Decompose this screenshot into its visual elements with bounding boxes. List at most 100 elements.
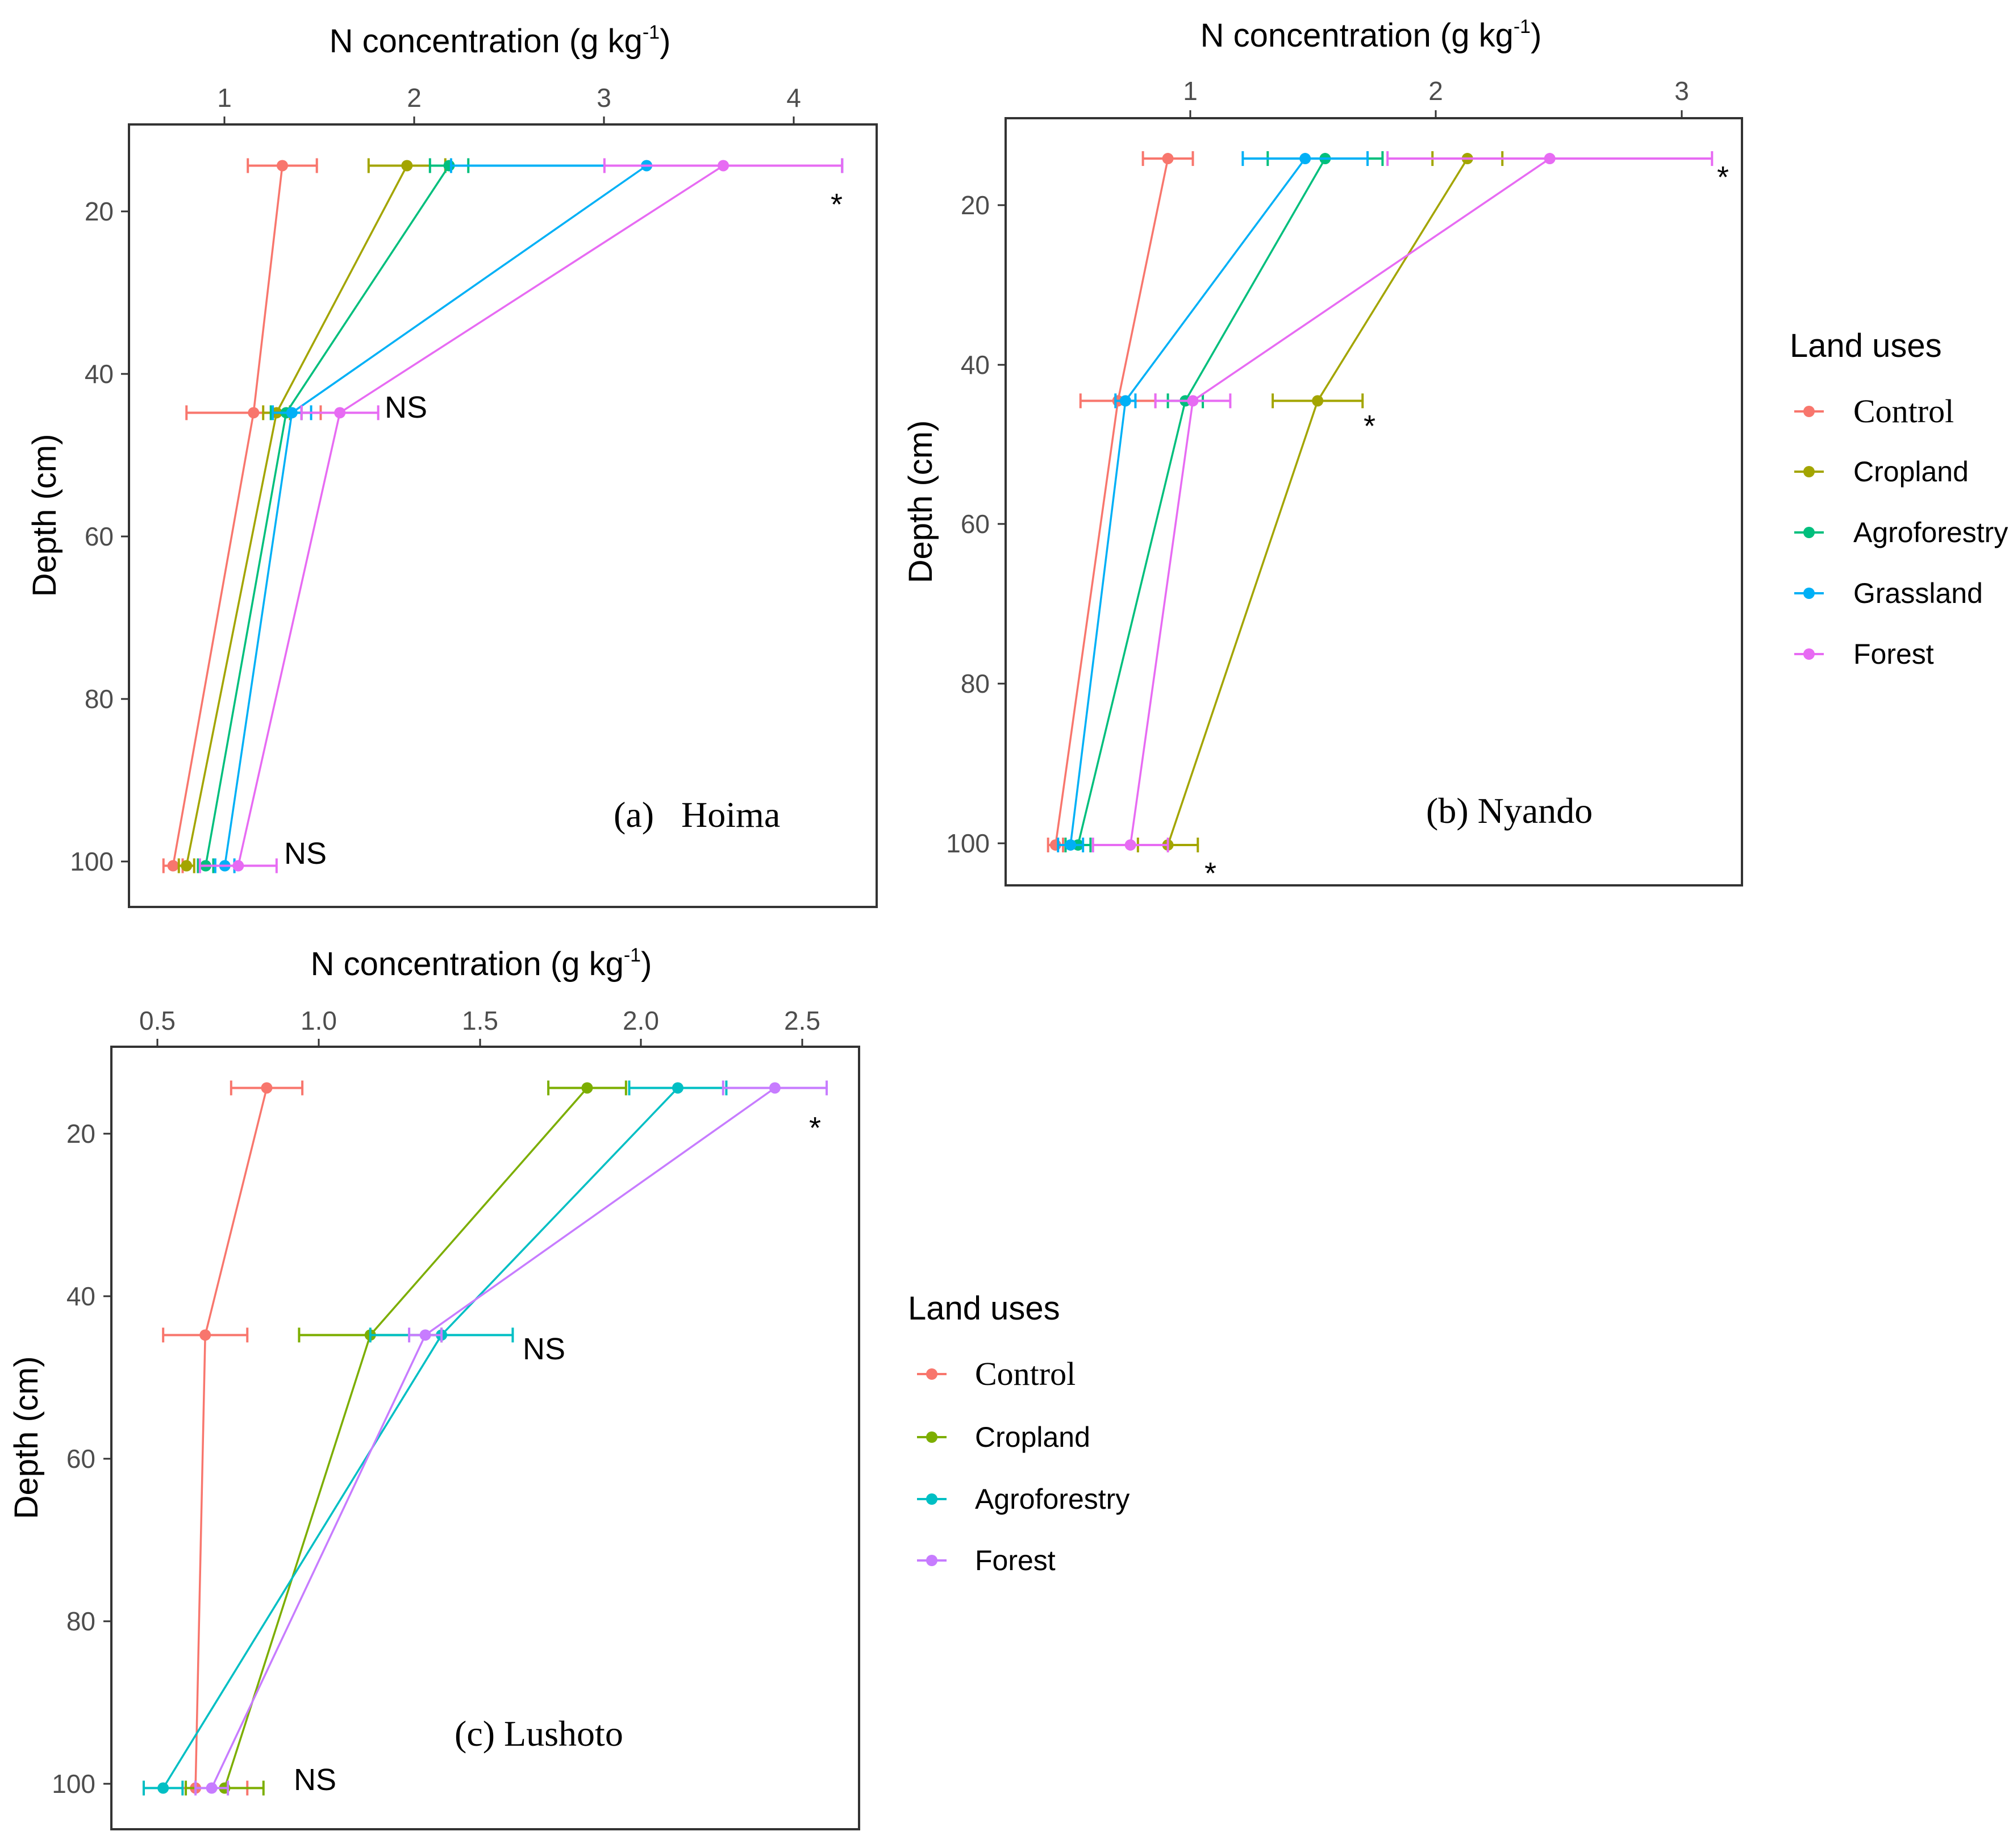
panel-a-hoima: N concentration (g kg-1) Depth (cm) 1 2 … <box>26 22 878 908</box>
x-axis-title: N concentration (g kg-1) <box>1201 16 1542 54</box>
plot-border <box>128 123 878 908</box>
legend-key-dot <box>1803 588 1815 599</box>
x-ticks: 1 2 3 <box>1183 76 1689 118</box>
data-point-control <box>261 1082 273 1094</box>
plot-border <box>1004 117 1743 886</box>
data-point-control <box>199 1329 211 1341</box>
y-tick-label: 20 <box>66 1119 95 1148</box>
annotation-star: * <box>809 1111 821 1145</box>
series-line-forest <box>237 165 724 866</box>
series-group <box>162 158 844 873</box>
data-point-forest <box>1187 395 1199 407</box>
data-point-forest <box>232 860 244 872</box>
panel-c-lushoto: N concentration (g kg-1) Depth (cm) 0.5 … <box>8 944 860 1830</box>
series-group <box>142 1080 828 1796</box>
data-point-grassland <box>1119 395 1131 407</box>
legend-key-dot <box>926 1368 937 1380</box>
annotation-ns: NS <box>385 390 427 424</box>
panel-label: (b) Nyando <box>1426 790 1593 831</box>
y-tick-label: 20 <box>85 197 114 226</box>
x-ticks: 0.5 1.0 1.5 2.0 2.5 <box>139 1006 820 1047</box>
plot-border <box>110 1046 860 1830</box>
series-group <box>1047 151 1714 852</box>
annotation-star: * <box>1364 409 1376 443</box>
legend-b: Land uses Control Cropland Agroforestry … <box>1790 327 2008 670</box>
legend-label: Cropland <box>975 1421 1090 1453</box>
data-point-agroforestry <box>157 1782 169 1794</box>
data-point-forest <box>718 160 730 172</box>
data-point-control <box>248 407 260 419</box>
legend-title: Land uses <box>1790 327 1942 364</box>
y-axis-title: Depth (cm) <box>26 434 63 597</box>
data-point-cropland <box>401 160 413 172</box>
panel-label: (c) Lushoto <box>455 1713 623 1754</box>
annotation-star: * <box>831 188 843 222</box>
legend-key-dot <box>1803 406 1815 417</box>
legend-key-dot <box>1803 648 1815 660</box>
y-tick-label: 100 <box>70 847 114 876</box>
x-tick-label: 1.0 <box>301 1006 337 1035</box>
y-tick-label: 40 <box>85 359 114 389</box>
y-axis-title: Depth (cm) <box>902 421 939 584</box>
series-line-cropland <box>1166 158 1469 846</box>
y-tick-label: 60 <box>961 509 990 539</box>
data-point-grassland <box>1299 153 1311 165</box>
x-tick-label: 3 <box>597 83 611 113</box>
data-point-cropland <box>581 1082 593 1094</box>
y-ticks: 20 40 60 80 100 <box>946 190 1006 858</box>
series-line-control <box>1054 158 1169 846</box>
data-point-grassland <box>1065 839 1077 851</box>
x-axis-title: N concentration (g kg-1) <box>330 22 671 60</box>
series-line-forest <box>1129 157 1550 846</box>
legend-key-dot <box>926 1431 937 1443</box>
x-tick-label: 2.5 <box>784 1006 820 1035</box>
x-tick-label: 0.5 <box>139 1006 176 1035</box>
annotation-ns: NS <box>294 1763 336 1797</box>
data-point-control <box>276 160 288 172</box>
y-ticks: 20 40 60 80 100 <box>70 197 129 876</box>
x-tick-label: 1.5 <box>462 1006 498 1035</box>
series-line-agroforestry <box>205 165 450 866</box>
legend-label: Control <box>1853 393 1954 430</box>
x-axis-title: N concentration (g kg-1) <box>311 944 652 983</box>
legend-key-dot <box>1803 466 1815 477</box>
y-tick-label: 40 <box>961 350 990 380</box>
series-line-agroforestry <box>1077 158 1326 846</box>
y-ticks: 20 40 60 80 100 <box>52 1119 111 1799</box>
data-point-forest <box>1124 839 1136 851</box>
annotation-ns: NS <box>284 836 327 871</box>
y-tick-label: 40 <box>66 1281 95 1311</box>
legend-label: Control <box>975 1355 1076 1392</box>
x-tick-label: 1 <box>217 83 232 113</box>
legend-label: Agroforestry <box>975 1483 1129 1515</box>
series-line-cropland <box>223 1087 588 1789</box>
panel-b-nyando: N concentration (g kg-1) Depth (cm) 1 2 … <box>902 16 1743 890</box>
y-tick-label: 80 <box>961 669 990 698</box>
y-axis-title: Depth (cm) <box>8 1356 45 1520</box>
x-tick-label: 2 <box>407 83 422 113</box>
data-point-forest <box>419 1329 431 1341</box>
x-tick-label: 2.0 <box>623 1006 659 1035</box>
series-line-grassland <box>1069 158 1306 846</box>
data-point-cropland <box>181 860 193 872</box>
legend-label: Agroforestry <box>1853 517 2008 548</box>
series-line-cropland <box>185 165 408 866</box>
legend-key-dot <box>926 1555 937 1566</box>
annotation-ns: NS <box>523 1332 565 1366</box>
x-tick-label: 1 <box>1183 76 1198 106</box>
x-tick-label: 4 <box>786 83 801 113</box>
data-point-forest <box>1544 153 1556 165</box>
x-ticks: 1 2 3 4 <box>217 83 801 124</box>
y-tick-label: 60 <box>66 1444 95 1474</box>
y-tick-label: 60 <box>85 522 114 551</box>
x-tick-label: 2 <box>1428 76 1443 106</box>
data-point-control <box>1162 153 1174 165</box>
data-point-grassland <box>286 407 298 419</box>
data-point-forest <box>206 1782 218 1794</box>
x-tick-label: 3 <box>1674 76 1689 106</box>
annotation-star: * <box>1204 856 1216 890</box>
legend-key-dot <box>926 1493 937 1505</box>
data-point-forest <box>769 1082 781 1094</box>
legend-label: Grassland <box>1853 577 1983 609</box>
